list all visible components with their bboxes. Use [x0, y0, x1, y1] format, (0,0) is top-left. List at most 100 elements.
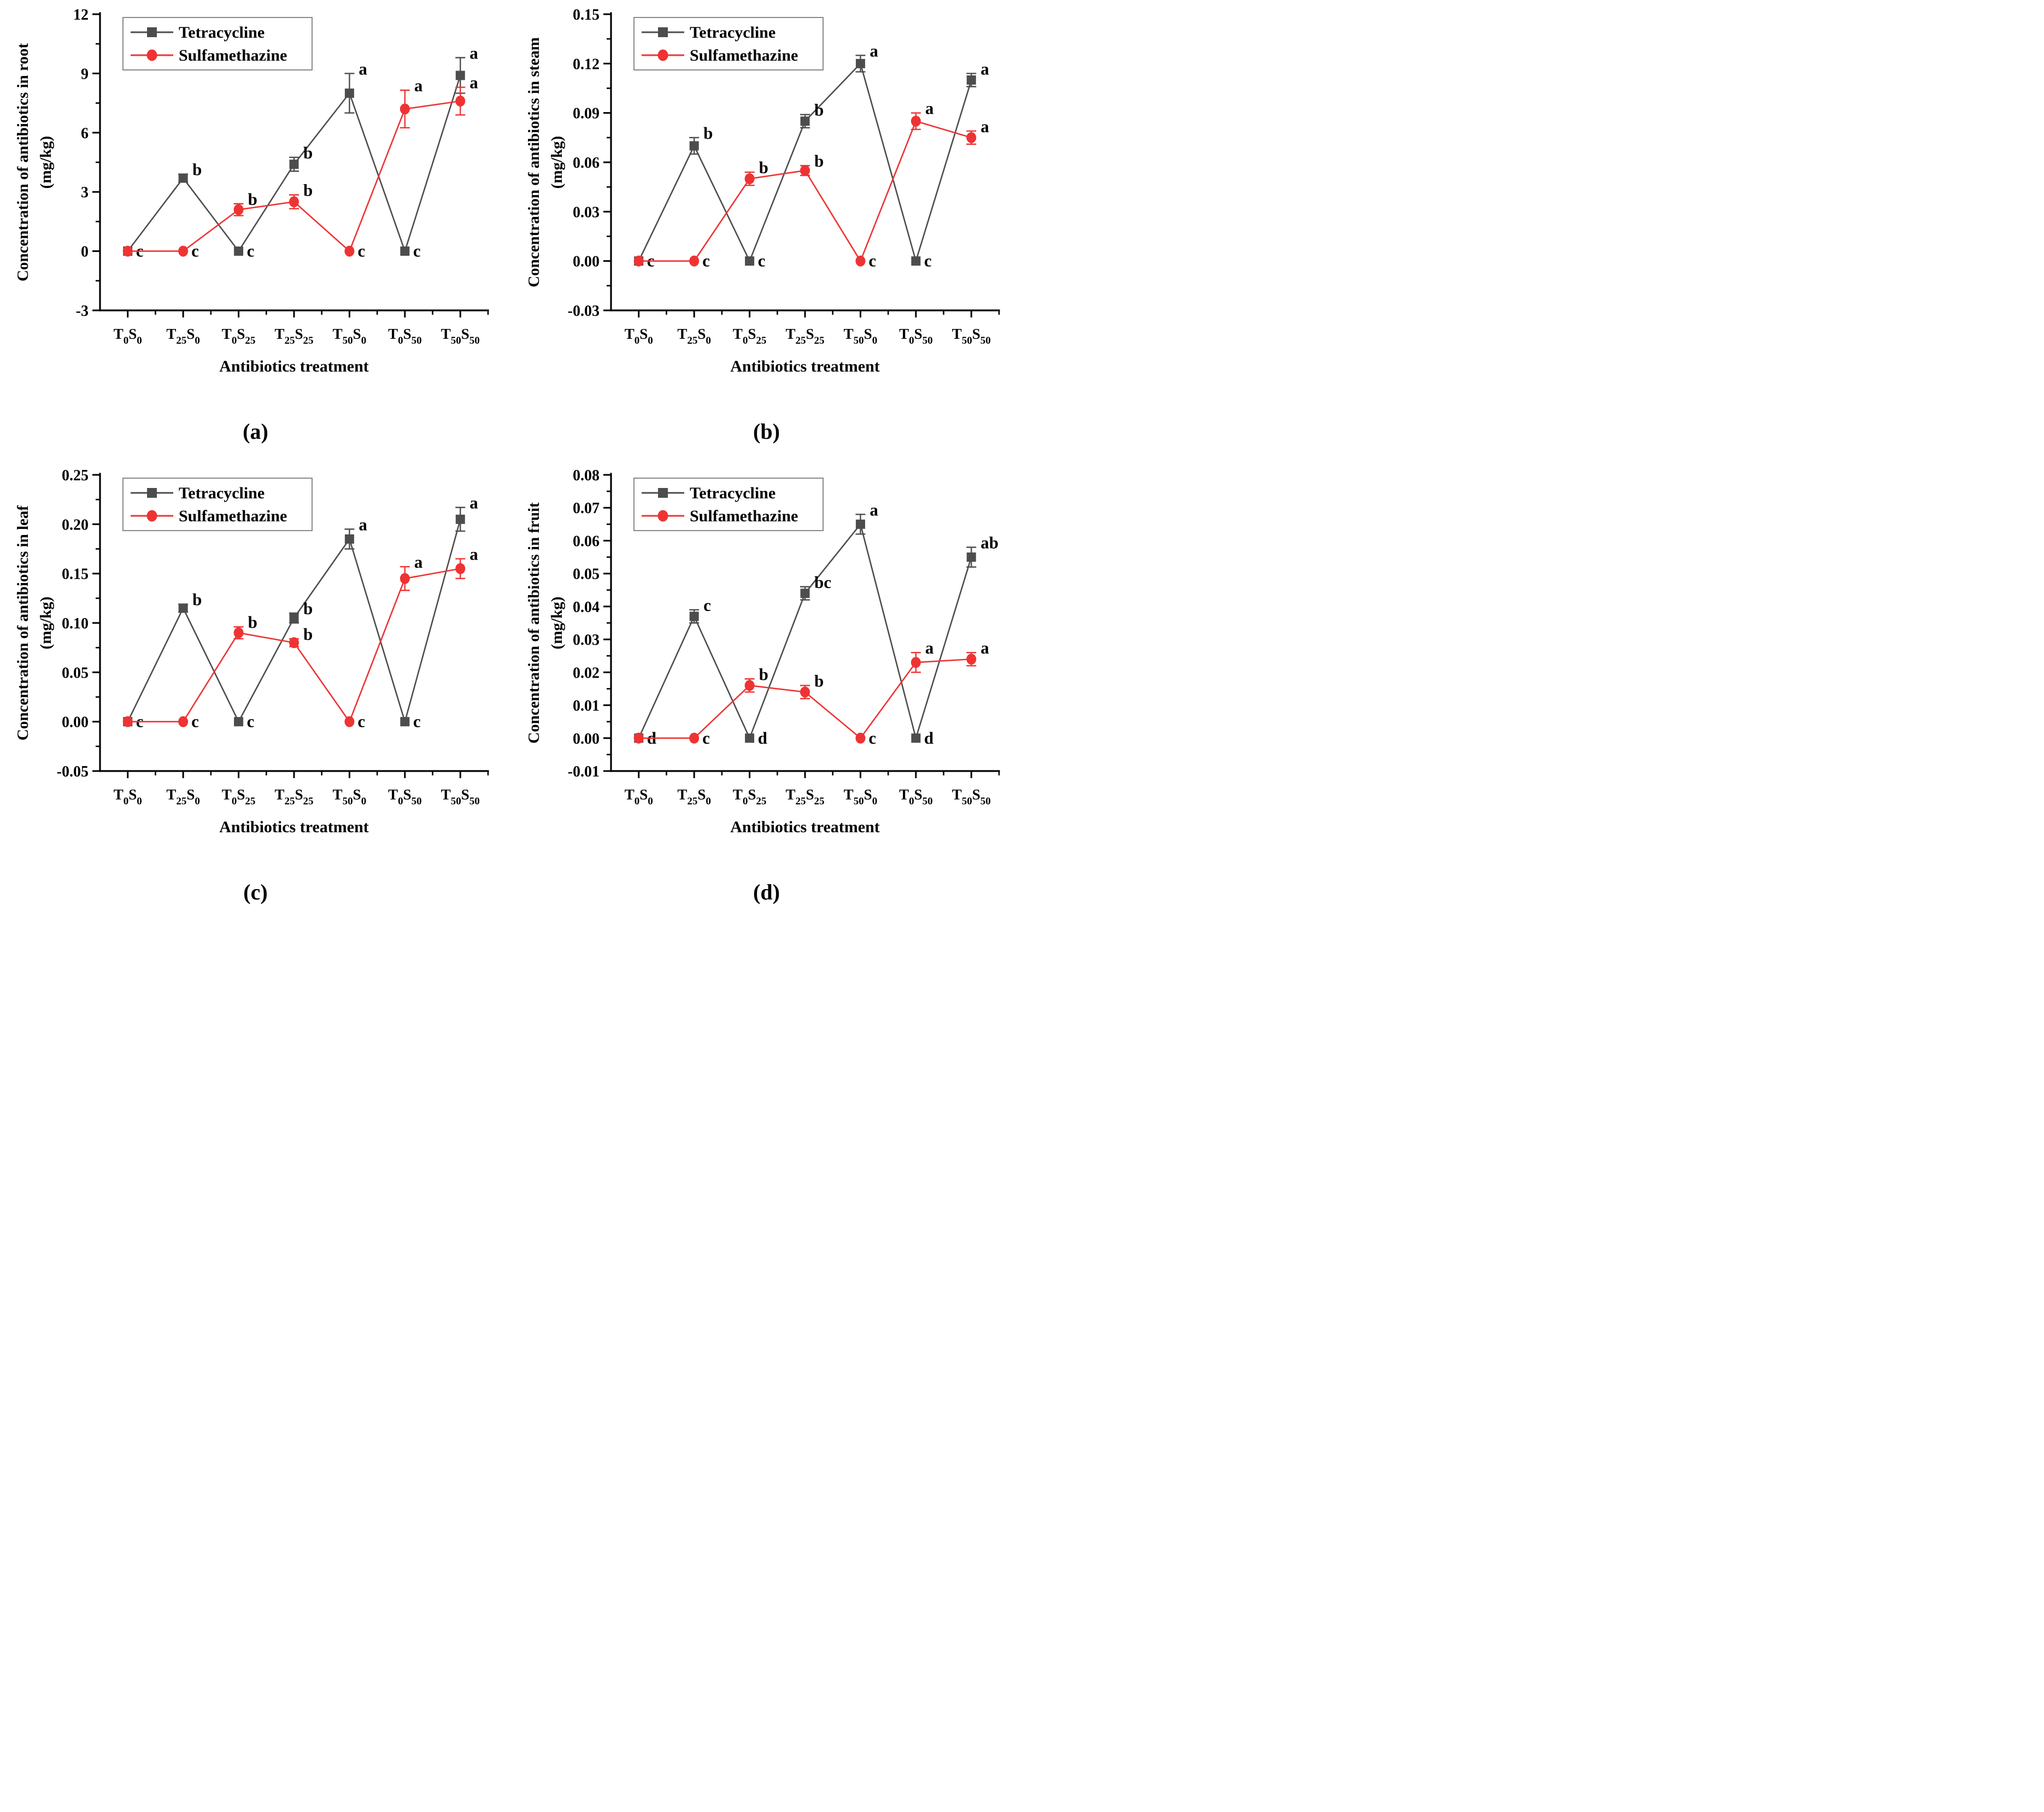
y-axis-title: Concentration of antibiotics in leaf [14, 505, 32, 740]
point-label: c [357, 242, 365, 261]
y-tick-label: 0.08 [573, 467, 600, 484]
y-axis-units: (mg/kg) [37, 136, 55, 189]
category-label: T50S0 [333, 326, 367, 346]
category-label: T0S25 [222, 786, 256, 807]
chart-c: 0.25 0.20 0.15 0.10 0.05 0.00 -0.05 T0S0 T25S0 T0… [8, 464, 503, 853]
y-tick-label: 0.01 [573, 698, 600, 715]
point-label: c [191, 712, 199, 731]
category-label: T50S0 [844, 326, 878, 346]
point-label: b [759, 158, 768, 177]
chart-a: 12 9 6 3 0 -3 T0S0 T25S0 T0S25 T25S25 T50S0 T0S50 T5… [8, 3, 503, 392]
circle-marker [400, 103, 410, 115]
category-label: T50S50 [441, 786, 480, 807]
category-label: T0S25 [222, 326, 256, 346]
circle-marker [178, 245, 189, 257]
point-label: bc [814, 573, 831, 592]
y-tick-label: 0.00 [62, 714, 89, 731]
point-label: c [247, 712, 255, 731]
legend-box [633, 17, 824, 70]
legend-box [122, 17, 313, 70]
point-label: c [868, 728, 876, 748]
y-axis-units: (mg/kg) [548, 136, 566, 189]
point-label: a [469, 493, 478, 513]
point-label: a [980, 638, 989, 657]
y-tick-label: 0.15 [573, 7, 600, 23]
circle-marker [911, 115, 921, 127]
legend-square-marker [658, 27, 668, 37]
y-tick-label: -0.03 [568, 303, 600, 320]
point-label: c [702, 728, 710, 748]
category-label: T25S0 [677, 326, 711, 346]
point-label: a [359, 59, 367, 78]
circle-marker [455, 563, 466, 574]
y-tick-label: 0.03 [573, 204, 600, 221]
series-sulfamethazine: c b b c a a [122, 545, 478, 731]
square-marker [455, 514, 465, 524]
point-label: b [192, 590, 202, 609]
panel-c: 0.25 0.20 0.15 0.10 0.05 0.00 -0.05 T0S0 T25S0 T0… [0, 464, 511, 919]
y-tick-label: 0.07 [573, 500, 600, 517]
x-axis-title: Antibiotics treatment [219, 357, 369, 375]
square-marker [800, 589, 810, 598]
legend-label: Sulfamethazine [179, 46, 287, 64]
point-label: b [303, 599, 313, 618]
square-marker [911, 256, 921, 266]
category-label: T0S50 [899, 786, 933, 807]
circle-marker [633, 732, 644, 744]
circle-marker [122, 716, 133, 727]
category-label: T0S50 [388, 786, 422, 807]
point-label: b [814, 101, 824, 120]
chart-b: 0.15 0.12 0.09 0.06 0.03 0.00 -0.03 T0S0 T25S0 T0… [519, 3, 1014, 392]
point-label: a [870, 41, 878, 60]
square-marker [745, 733, 755, 743]
y-tick-label: 0.02 [573, 664, 600, 681]
y-tick-label: 0.20 [62, 516, 89, 533]
y-axis-units: (mg/kg) [548, 597, 566, 650]
y-tick-label: 0.25 [62, 467, 89, 484]
point-label: ab [980, 533, 998, 552]
category-label: T0S50 [899, 326, 933, 346]
square-marker [178, 603, 188, 613]
y-tick-label: 12 [73, 7, 89, 23]
y-tick-label: 0 [81, 244, 89, 261]
y-axis-units: (mg/kg) [37, 597, 55, 650]
legend-circle-marker [146, 510, 157, 522]
y-tick-label: 0.05 [62, 664, 89, 681]
chart-svg-a: 12 9 6 3 0 -3 T0S0 T25S0 T0S25 T25S25 T50S0 T0S50 T5… [8, 3, 503, 392]
point-label: b [303, 143, 313, 162]
circle-marker [344, 245, 355, 257]
series-tetracycline: c b c b a c a [123, 493, 478, 731]
circle-marker [455, 95, 466, 107]
y-tick-label: 0.12 [573, 56, 600, 73]
legend-label: Sulfamethazine [690, 46, 798, 64]
y-tick-label: 0.05 [573, 566, 600, 583]
square-marker [800, 116, 810, 126]
square-marker [855, 519, 865, 529]
y-tick-label: 0.04 [573, 599, 600, 616]
category-label: T25S0 [166, 326, 200, 346]
category-label: T25S0 [677, 786, 711, 807]
category-label: T25S25 [274, 326, 313, 346]
x-axis-title: Antibiotics treatment [730, 357, 880, 375]
point-label: c [357, 712, 365, 731]
legend-square-marker [147, 488, 157, 498]
point-label: a [469, 43, 478, 62]
y-axis-title: Concentration of antibiotics in steam [525, 37, 543, 287]
point-label: a [414, 552, 423, 572]
point-label: a [925, 99, 934, 118]
circle-marker [744, 173, 755, 185]
y-tick-label: -0.01 [568, 763, 600, 780]
point-label: c [191, 242, 199, 261]
circle-marker [689, 255, 700, 267]
category-label: T25S25 [785, 786, 824, 807]
circle-marker [744, 680, 755, 691]
panel-d-caption: (d) [753, 880, 780, 904]
chart-svg-c: 0.25 0.20 0.15 0.10 0.05 0.00 -0.05 T0S0 T25S0 T0… [8, 464, 503, 853]
square-marker [966, 552, 976, 562]
point-label: c [413, 242, 421, 261]
legend-label: Sulfamethazine [179, 507, 287, 525]
point-label: a [469, 545, 478, 564]
